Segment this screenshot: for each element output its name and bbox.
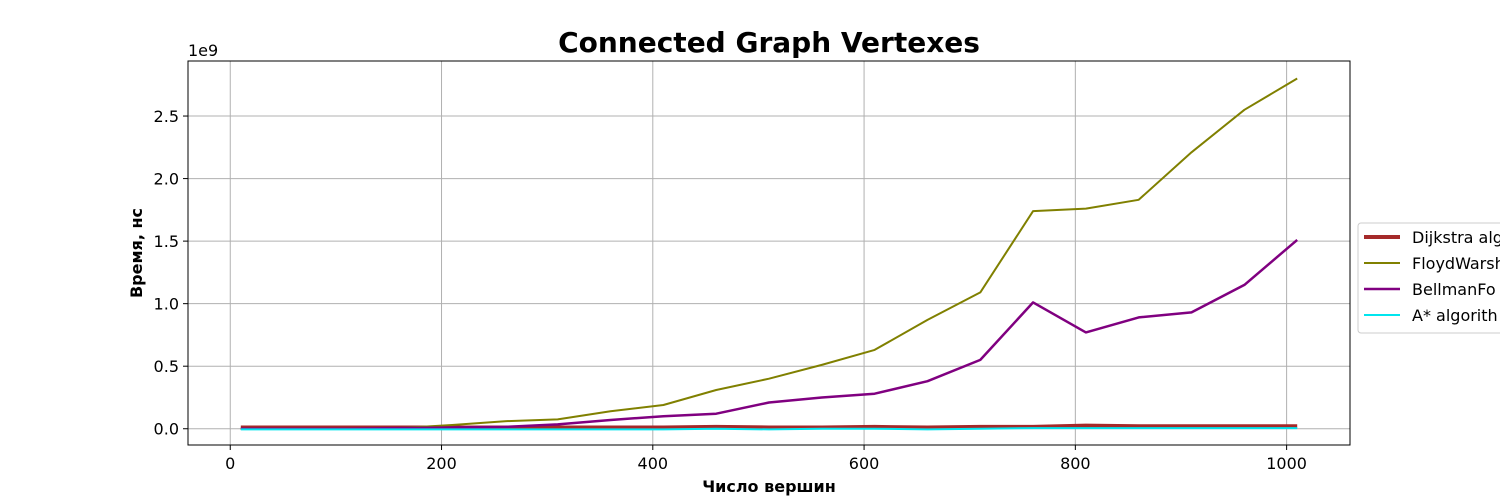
plot-area-frame (187, 60, 1351, 446)
y-tick-label: 0.0 (154, 420, 179, 439)
x-tick-label: 800 (1060, 454, 1091, 473)
y-tick-label: 2.5 (154, 107, 179, 126)
chart-title: Connected Graph Vertexes (558, 26, 980, 59)
series-line-2 (240, 77, 1298, 430)
y-tick-label: 2.0 (154, 170, 179, 189)
x-tick-label: 600 (849, 454, 880, 473)
series-lines (240, 77, 1299, 431)
x-tick-label: 200 (426, 454, 457, 473)
x-tick-label: 1000 (1266, 454, 1307, 473)
legend-label-4: A* algorith (1412, 306, 1498, 325)
legend-label-2: FloydWarsh (1412, 254, 1500, 273)
axis-ticks: 0 200 400 600 800 1000 0.0 0.5 1.0 1.5 2.0 2.5 (154, 107, 1307, 473)
y-tick-label: 1.0 (154, 295, 179, 314)
y-axis-label: Время, нс (127, 208, 146, 298)
x-tick-label: 0 (225, 454, 235, 473)
y-tick-label: 0.5 (154, 357, 179, 376)
legend-label-3: BellmanFo (1412, 280, 1496, 299)
series-line-3 (240, 238, 1299, 430)
series-line-4 (240, 427, 1298, 431)
x-tick-label: 400 (638, 454, 669, 473)
legend-box (1357, 222, 1500, 334)
x-axis-label: Число вершин (702, 477, 836, 496)
grid-lines (188, 61, 1350, 445)
legend: Dijkstra alg FloydWarsh BellmanFo A* algori… (1357, 222, 1500, 334)
legend-label-1: Dijkstra alg (1412, 228, 1500, 247)
y-scale-note: 1e9 (188, 41, 218, 60)
y-tick-label: 1.5 (154, 232, 179, 251)
